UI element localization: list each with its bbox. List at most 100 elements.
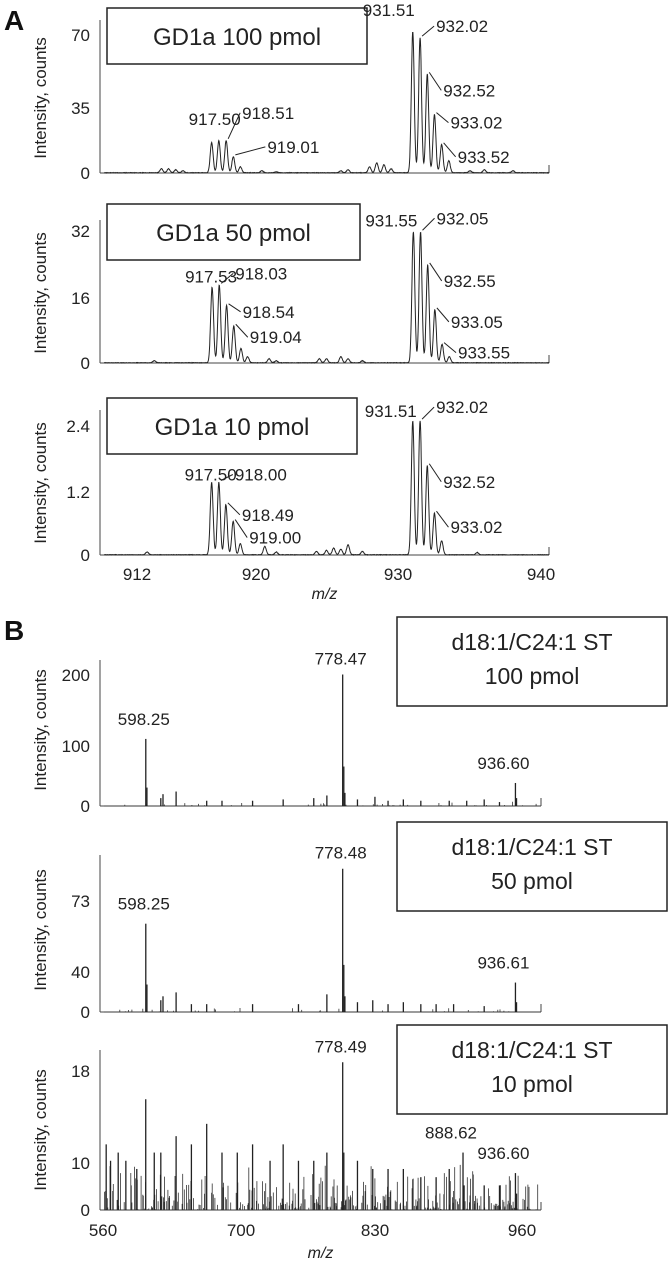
peak-label: 778.48 <box>315 844 367 863</box>
peak-label: 931.55 <box>365 211 417 230</box>
annotation-leader <box>429 262 443 282</box>
y-tick-label: 1.2 <box>66 483 90 502</box>
legend-box <box>396 616 668 707</box>
peak-label: 932.55 <box>444 272 496 291</box>
annotation-leader <box>227 112 241 139</box>
legend-box <box>106 7 368 65</box>
charts-group: 0 35 70 Intensity, counts GD1a 100 pmol 917.5… <box>31 1 668 1262</box>
chart-1: 0 35 70 Intensity, counts GD1a 100 pmol 917.5… <box>31 1 550 183</box>
peak-label: 933.02 <box>450 114 502 133</box>
peak-label: 933.05 <box>451 313 503 332</box>
peak-label: 932.02 <box>436 17 488 36</box>
y-tick-label: 100 <box>62 737 90 756</box>
x-tick-label: 700 <box>227 1221 255 1240</box>
peak-label: 936.60 <box>477 754 529 773</box>
peak-label: 918.03 <box>235 264 287 283</box>
annotation-leader <box>443 342 457 353</box>
x-axis-label: m/z <box>312 586 338 603</box>
y-tick-label: 35 <box>71 99 90 118</box>
peak-label: 932.52 <box>443 81 495 100</box>
y-tick-label: 0 <box>81 1201 90 1220</box>
chart-4: 0 100 200 Intensity, counts d18:1/C24:1 ST 10… <box>31 616 668 816</box>
chart-3: 0 1.2 2.4 Intensity, counts 912 920 930 940 m/z G… <box>31 397 555 603</box>
annotation-leader <box>220 474 234 481</box>
chart-5: 0 40 73 Intensity, counts d18:1/C24:1 ST 50 p… <box>31 821 668 1022</box>
legend-box <box>396 821 668 912</box>
peak-label: 933.02 <box>450 518 502 537</box>
x-tick-label: 912 <box>123 565 151 584</box>
annotation-leader <box>228 303 241 313</box>
peak-label: 598.25 <box>118 895 170 914</box>
annotation-leader <box>235 146 266 156</box>
peak-label: 932.02 <box>436 398 488 417</box>
annotation-leader <box>428 72 442 91</box>
annotation-leader <box>421 25 435 37</box>
y-tick-label: 0 <box>81 354 90 373</box>
annotation-leader <box>234 519 248 538</box>
peak-label: 931.51 <box>365 402 417 421</box>
legend-text: d18:1/C24:1 ST <box>451 629 612 655</box>
legend-text: GD1a 100 pmol <box>153 24 321 51</box>
y-axis-label: Intensity, counts <box>31 1069 50 1191</box>
annotation-leader <box>220 272 234 284</box>
panel-label-b: B <box>4 615 24 646</box>
legend-text: 10 pmol <box>491 1071 573 1097</box>
annotation-leader <box>421 406 435 420</box>
annotation-leader <box>227 502 241 516</box>
peak-label: 919.00 <box>249 529 301 548</box>
y-axis-label: Intensity, counts <box>31 669 50 791</box>
peak-label: 933.55 <box>458 344 510 363</box>
y-tick-label: 0 <box>81 797 90 816</box>
peak-label: 933.52 <box>458 148 510 167</box>
chart-6: 0 10 18 Intensity, counts 560 700 830 960 m/z d18… <box>31 1024 668 1262</box>
legend-box <box>106 203 361 261</box>
y-tick-label: 73 <box>71 892 90 911</box>
peak-label: 918.54 <box>243 303 295 322</box>
legend-text: 100 pmol <box>485 663 580 689</box>
peak-label: 931.51 <box>363 1 415 20</box>
legend-box <box>396 1024 668 1115</box>
x-axis-label: m/z <box>308 1245 334 1262</box>
annotation-leader <box>428 463 442 483</box>
peak-label: 598.25 <box>118 710 170 729</box>
legend-text: 50 pmol <box>491 868 573 894</box>
spectrum-trace <box>103 32 550 175</box>
x-tick-label: 560 <box>89 1221 117 1240</box>
peak-label: 917.50 <box>185 466 237 485</box>
annotation-leader <box>235 323 249 338</box>
peak-label: 936.60 <box>477 1144 529 1163</box>
y-tick-label: 0 <box>81 1003 90 1022</box>
spectrum-noise <box>104 1163 541 1211</box>
annotation-leader <box>436 510 449 528</box>
legend-box <box>106 397 358 455</box>
x-tick-label: 920 <box>242 565 270 584</box>
y-tick-label: 0 <box>81 164 90 183</box>
legend-text: GD1a 10 pmol <box>155 414 310 441</box>
y-tick-label: 16 <box>71 289 90 308</box>
x-tick-label: 960 <box>508 1221 536 1240</box>
x-tick-label: 830 <box>361 1221 389 1240</box>
annotation-leader <box>443 142 457 158</box>
y-tick-label: 70 <box>71 26 90 45</box>
legend-text: d18:1/C24:1 ST <box>451 1037 612 1063</box>
peak-label: 888.62 <box>425 1124 477 1143</box>
peak-label: 918.51 <box>242 104 294 123</box>
y-tick-label: 2.4 <box>66 417 90 436</box>
legend-text: d18:1/C24:1 ST <box>451 834 612 860</box>
peak-label: 778.47 <box>315 649 367 668</box>
peak-label: 936.61 <box>477 954 529 973</box>
spectrum-trace <box>104 231 550 364</box>
y-axis-label: Intensity, counts <box>31 869 50 991</box>
peak-label: 918.49 <box>242 506 294 525</box>
x-tick-label: 940 <box>527 565 555 584</box>
spectrum-trace <box>104 420 550 556</box>
y-axis-label: Intensity, counts <box>31 232 50 354</box>
spectrum-noise <box>104 1008 541 1013</box>
panel-label-a: A <box>4 5 24 36</box>
x-tick-label: 930 <box>384 565 412 584</box>
annotation-leader <box>436 307 450 323</box>
y-tick-label: 40 <box>71 963 90 982</box>
y-tick-label: 18 <box>71 1062 90 1081</box>
